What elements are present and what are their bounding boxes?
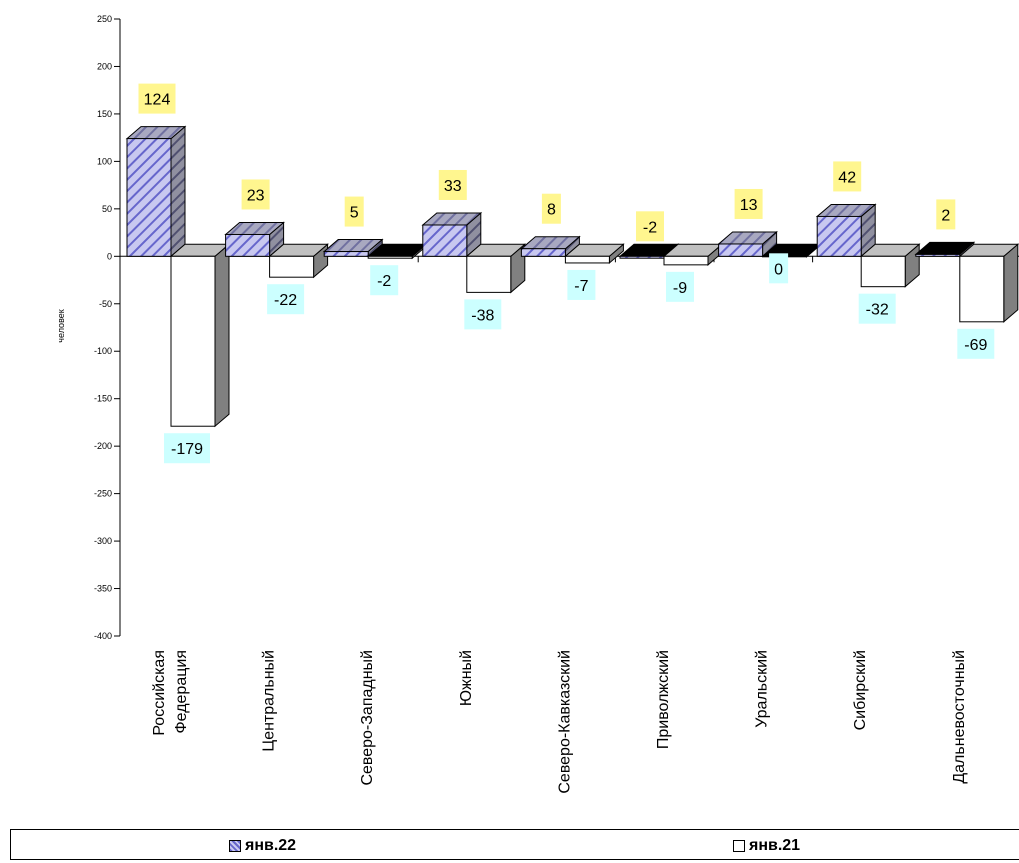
- data-label: 0: [774, 261, 783, 278]
- bar: [718, 243, 764, 257]
- bar: [466, 255, 512, 293]
- data-label-bg: [957, 328, 995, 359]
- bars-layer: [125, 125, 1019, 428]
- data-label: -179: [171, 441, 203, 458]
- y-tick-label: 50: [102, 204, 112, 214]
- category-label: Северо-Кавказский: [556, 650, 573, 794]
- data-label-bg: [833, 161, 862, 192]
- category-label: Приволжский: [655, 650, 672, 749]
- y-tick-label: 200: [97, 61, 112, 71]
- data-label-bg: [936, 199, 956, 230]
- y-tick-label: -100: [94, 346, 112, 356]
- data-label: -32: [866, 302, 889, 319]
- legend: янв.22 янв.21: [10, 829, 1019, 860]
- data-label-bg: [344, 196, 364, 227]
- data-label-bg: [769, 253, 789, 284]
- category-label: Центральный: [261, 650, 278, 752]
- bar-side: [170, 125, 186, 258]
- bar: [619, 255, 665, 259]
- data-label: 33: [444, 178, 462, 195]
- y-tick-label: -400: [94, 631, 112, 641]
- bar: [422, 224, 468, 257]
- bar: [126, 138, 172, 257]
- y-tick-label: -200: [94, 441, 112, 451]
- data-label-bg: [636, 211, 664, 242]
- category-label: Дальневосточный: [951, 650, 968, 784]
- data-label-bg: [567, 269, 596, 300]
- data-label: -22: [274, 292, 297, 309]
- data-label-bg: [267, 284, 305, 315]
- data-label-bg: [164, 433, 210, 464]
- data-label: 8: [547, 202, 556, 219]
- data-label-bg: [438, 169, 467, 200]
- legend-item-jan21: янв.21: [733, 837, 800, 855]
- data-label: -9: [673, 280, 687, 297]
- bar: [269, 255, 315, 278]
- bar: [564, 255, 610, 264]
- data-label-bg: [734, 188, 763, 219]
- legend-label: янв.21: [749, 837, 801, 854]
- data-label: -38: [471, 307, 494, 324]
- data-label-bg: [370, 265, 399, 296]
- y-tick-label: 150: [97, 109, 112, 119]
- data-label: 124: [144, 92, 171, 109]
- y-tick-label: -250: [94, 489, 112, 499]
- bar-side: [1003, 243, 1019, 323]
- data-label: -2: [643, 219, 657, 236]
- legend-item-jan22: янв.22: [229, 837, 296, 855]
- labels-layer: 124 23 5 33 8 -2 13 42 2 -179 -22 -2 -38 -7 -9 0 -32 -69: [138, 83, 995, 464]
- y-tick-label: -350: [94, 584, 112, 594]
- data-label-bg: [541, 193, 561, 224]
- bar: [816, 215, 862, 257]
- data-label: 23: [247, 187, 265, 204]
- y-tick-label: -50: [99, 299, 112, 309]
- y-tick-label: 100: [97, 156, 112, 166]
- bar: [663, 255, 709, 266]
- bar: [225, 233, 271, 257]
- data-label: 5: [350, 205, 359, 222]
- y-tick-label: 250: [97, 14, 112, 24]
- data-label: 13: [740, 197, 758, 214]
- data-label: -69: [964, 337, 987, 354]
- data-label: -7: [574, 278, 588, 295]
- category-label: Федерация: [173, 650, 190, 734]
- legend-swatch-white: [733, 840, 745, 852]
- bar: [367, 255, 413, 259]
- y-tick-label: -150: [94, 394, 112, 404]
- data-label-bg: [666, 271, 694, 302]
- bar: [323, 251, 369, 257]
- data-label: -2: [377, 273, 391, 290]
- bar: [170, 255, 216, 427]
- data-label: 2: [941, 207, 950, 224]
- bar-side: [214, 243, 230, 428]
- category-label: Уральский: [754, 650, 771, 728]
- y-axis-label: человек: [56, 309, 66, 342]
- axis-layer: 250200150100500-50-100-150-200-250-300-3…: [94, 14, 1019, 794]
- data-label: 42: [838, 169, 856, 186]
- data-label-bg: [858, 293, 896, 324]
- bar: [860, 255, 906, 288]
- bar: [520, 248, 566, 257]
- y-tick-label: 0: [107, 251, 112, 261]
- data-label-bg: [464, 299, 502, 330]
- data-label-bg: [138, 83, 176, 114]
- legend-label: янв.22: [245, 837, 297, 854]
- category-label: Сибирский: [852, 650, 869, 730]
- category-label: Российская: [151, 650, 168, 736]
- category-label: Южный: [458, 650, 475, 706]
- data-label-bg: [241, 179, 270, 210]
- legend-swatch-hatched: [229, 840, 241, 852]
- category-label: Северо-Западный: [359, 650, 376, 786]
- y-tick-label: -300: [94, 536, 112, 546]
- bar: [915, 253, 961, 257]
- bar: [959, 255, 1005, 323]
